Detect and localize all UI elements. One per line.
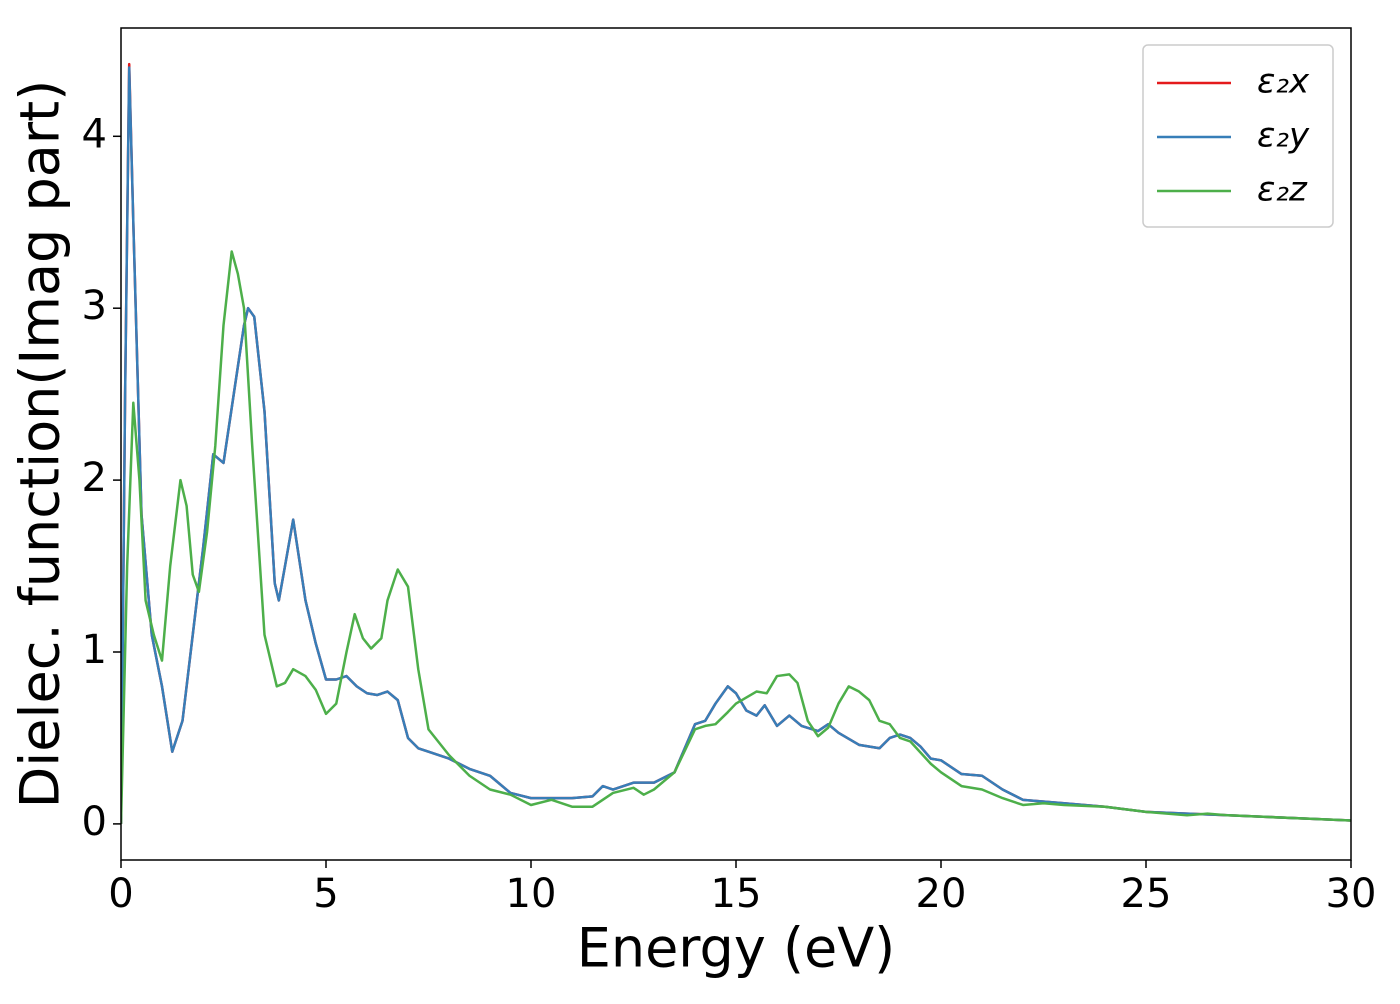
y-tick-label: 4 — [82, 111, 107, 157]
legend-label: ε₂z — [1257, 170, 1308, 210]
plot-frame — [120, 27, 1352, 861]
x-tick-label: 20 — [916, 871, 967, 917]
x-tick-label: 0 — [108, 871, 133, 917]
y-tick-label: 0 — [82, 799, 107, 845]
legend-box — [1142, 44, 1334, 228]
y-axis-label: Dielec. function(Imag part) — [9, 80, 72, 809]
legend-label: ε₂y — [1257, 116, 1310, 156]
y-tick-label: 3 — [82, 283, 107, 329]
x-tick-label: 10 — [506, 871, 557, 917]
x-tick-label: 15 — [711, 871, 762, 917]
series-line — [121, 250, 1351, 824]
x-tick-label: 5 — [313, 871, 338, 917]
legend-label: ε₂x — [1257, 62, 1310, 102]
x-tick-label: 30 — [1326, 871, 1377, 917]
y-tick-label: 1 — [82, 627, 107, 673]
x-tick-label: 25 — [1121, 871, 1172, 917]
series-line — [121, 66, 1351, 824]
x-axis-label: Energy (eV) — [577, 917, 896, 980]
y-tick-label: 2 — [82, 455, 107, 501]
